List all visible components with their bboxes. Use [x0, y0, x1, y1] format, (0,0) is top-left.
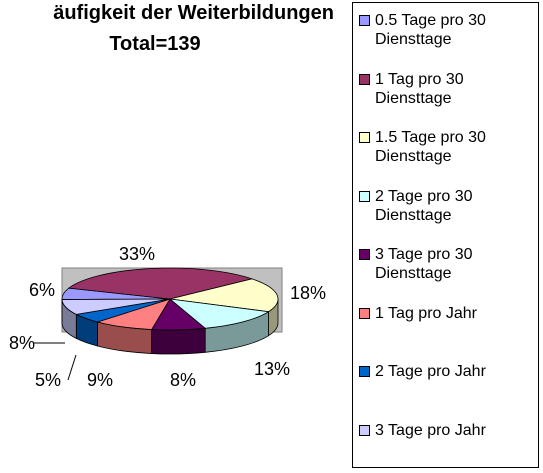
pie-tops: [61, 267, 279, 331]
chart-subtitle: Total=139: [109, 33, 200, 55]
legend-entry: 3 Tage pro 30 Diensttage: [359, 245, 535, 304]
legend-swatch: [359, 424, 370, 436]
legend-swatch: [359, 132, 370, 143]
legend-entry: 2 Tage pro Jahr: [359, 362, 535, 421]
pie-slice: [169, 278, 279, 313]
data-label: 18%: [290, 283, 326, 303]
legend: 0.5 Tage pro 30 Diensttage 1 Tag pro 30 D…: [352, 2, 539, 468]
data-label: 13%: [254, 359, 290, 379]
leader-line: [67, 354, 77, 381]
legend-swatch: [359, 15, 370, 26]
legend-swatch: [359, 366, 370, 377]
pie-slice: [61, 298, 171, 315]
legend-entry: 1 Tag pro Jahr: [359, 304, 535, 363]
pie-slice: [168, 298, 270, 329]
legend-entry: 3 Tage pro Jahr: [359, 421, 535, 473]
pie-slice: [67, 267, 254, 300]
data-label: 8%: [9, 333, 35, 353]
legend-label: 1 Tag pro Jahr: [375, 304, 477, 322]
legend-entry: 1.5 Tage pro 30 Diensttage: [359, 128, 535, 187]
legend-label: 0.5 Tage pro 30 Diensttage: [375, 12, 486, 48]
legend-label: 3 Tage pro Jahr: [375, 421, 486, 439]
legend-entry: 2 Tage pro 30 Diensttage: [359, 187, 535, 246]
legend-swatch: [359, 73, 370, 85]
legend-label: 1.5 Tage pro 30 Diensttage: [375, 129, 486, 165]
legend-entry: 1 Tag pro 30 Diensttage: [359, 70, 535, 129]
legend-entry: 0.5 Tage pro 30 Diensttage: [359, 11, 535, 70]
pie-side: [151, 327, 206, 355]
chart: äufigkeit der Weiterbildungen Total=139 …: [9, 2, 334, 390]
legend-label: 2 Tage pro 30 Diensttage: [375, 187, 473, 224]
legend-label: 3 Tage pro 30 Diensttage: [375, 246, 473, 282]
pie: [61, 267, 279, 355]
legend-swatch: [359, 307, 370, 319]
data-label: 8%: [170, 370, 196, 390]
data-label: 9%: [87, 370, 113, 390]
data-label: 5%: [35, 370, 61, 390]
legend-swatch: [359, 190, 370, 202]
legend-label: 1 Tag pro 30 Diensttage: [375, 70, 464, 107]
data-label: 33%: [119, 244, 155, 264]
data-label: 6%: [29, 280, 55, 300]
chart-title: äufigkeit der Weiterbildungen: [53, 2, 334, 24]
pie-sides: [61, 298, 279, 355]
legend-swatch: [359, 249, 370, 260]
legend-label: 2 Tage pro Jahr: [375, 363, 486, 380]
